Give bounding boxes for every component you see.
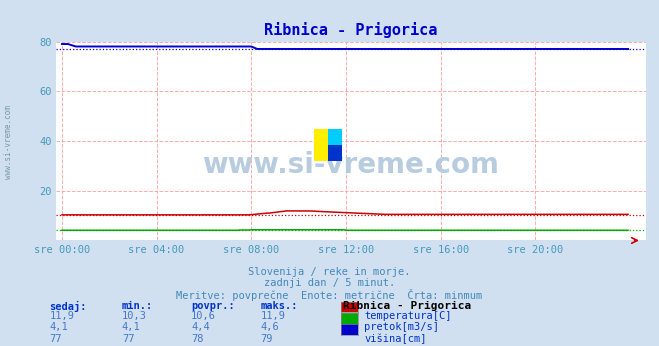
Text: min.:: min.: [122,301,153,311]
Text: 10,6: 10,6 [191,311,216,321]
Text: 4,1: 4,1 [49,322,68,333]
Text: 10,3: 10,3 [122,311,147,321]
Text: zadnji dan / 5 minut.: zadnji dan / 5 minut. [264,278,395,288]
Text: temperatura[C]: temperatura[C] [364,311,452,321]
Bar [328,129,342,161]
Text: Meritve: povprečne  Enote: metrične  Črta: minmum: Meritve: povprečne Enote: metrične Črta:… [177,289,482,301]
Text: višina[cm]: višina[cm] [364,334,427,344]
Bar [314,129,342,161]
Text: www.si-vreme.com: www.si-vreme.com [4,105,13,179]
Text: 77: 77 [122,334,134,344]
Text: 4,6: 4,6 [260,322,279,333]
Text: sedaj:: sedaj: [49,301,87,312]
Text: 78: 78 [191,334,204,344]
Title: Ribnica - Prigorica: Ribnica - Prigorica [264,21,438,38]
Text: Ribnica - Prigorica: Ribnica - Prigorica [343,301,471,311]
Bar [328,145,342,161]
Text: 4,4: 4,4 [191,322,210,333]
Text: 4,1: 4,1 [122,322,140,333]
Text: povpr.:: povpr.: [191,301,235,311]
Text: maks.:: maks.: [260,301,298,311]
Text: 77: 77 [49,334,62,344]
Text: 79: 79 [260,334,273,344]
Text: pretok[m3/s]: pretok[m3/s] [364,322,440,333]
Text: 11,9: 11,9 [260,311,285,321]
Text: www.si-vreme.com: www.si-vreme.com [202,151,500,179]
Text: 11,9: 11,9 [49,311,74,321]
Text: Slovenija / reke in morje.: Slovenija / reke in morje. [248,267,411,277]
